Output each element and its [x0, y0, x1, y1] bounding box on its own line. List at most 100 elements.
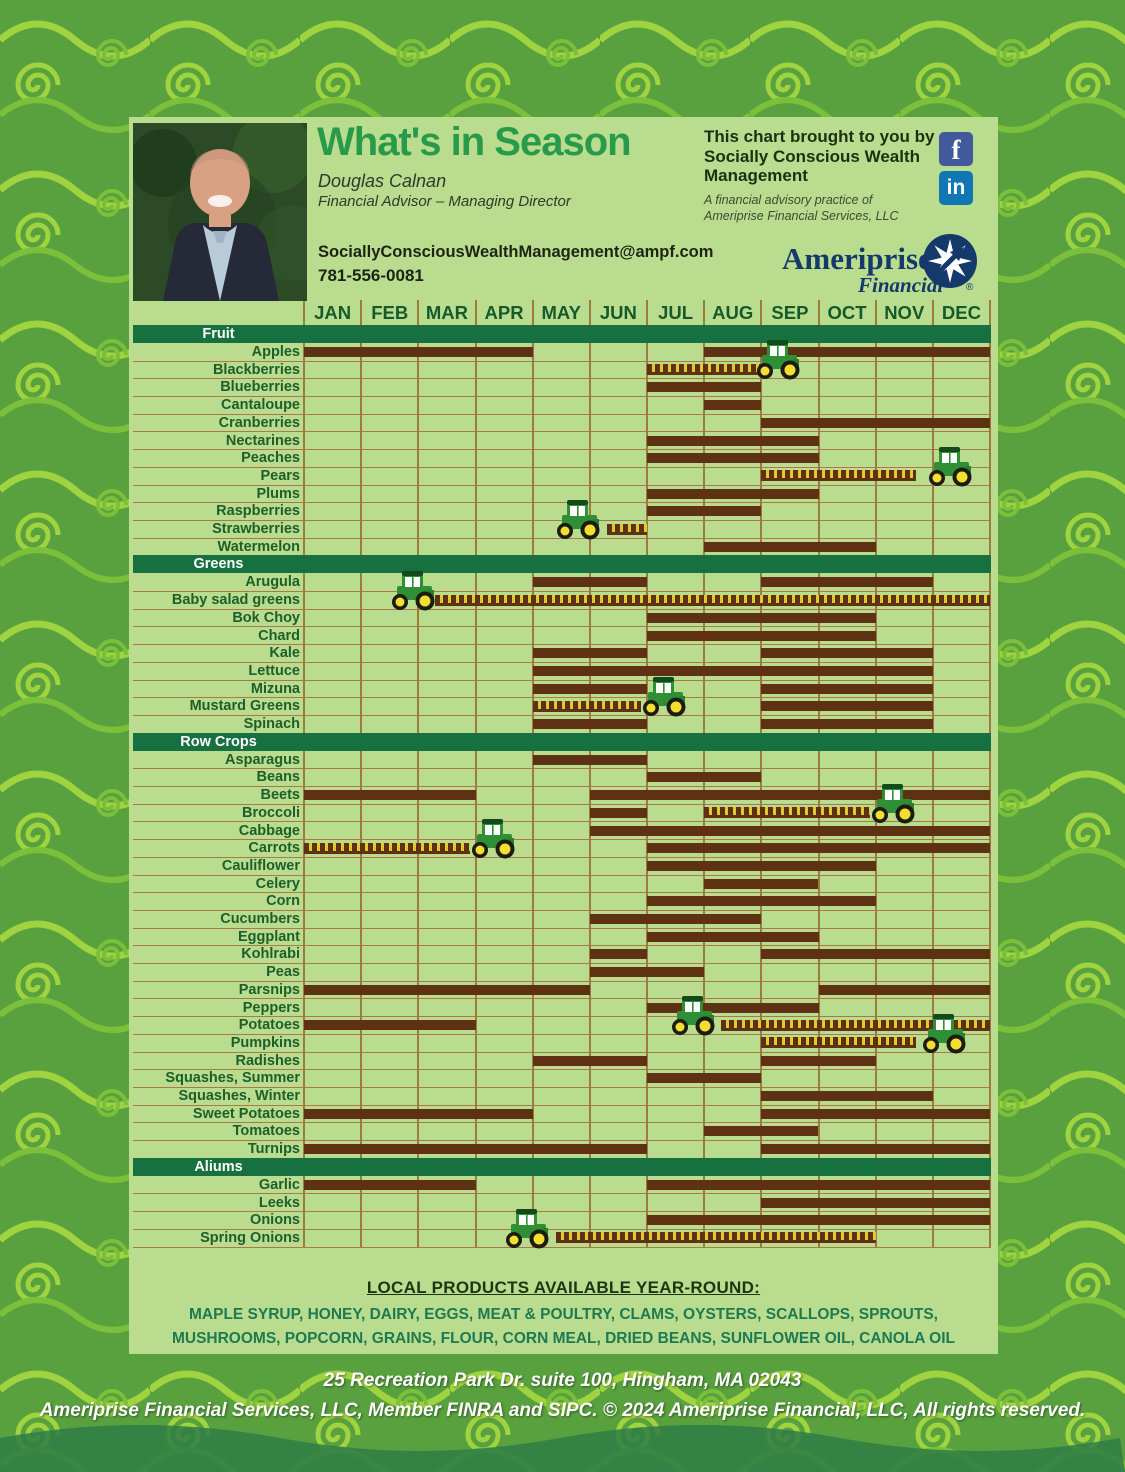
month-label-apr: APR — [484, 302, 524, 323]
row-label-cucumbers: Cucumbers — [220, 911, 300, 927]
row-line — [133, 945, 991, 965]
season-bar-broccoli — [589, 807, 647, 818]
month-tick — [703, 301, 706, 323]
address-line: 25 Recreation Park Dr. suite 100, Hingha… — [323, 1370, 802, 1391]
month-label-aug: AUG — [712, 302, 754, 323]
row-label-apples: Apples — [251, 344, 300, 360]
season-bar-squashes-winter — [761, 1091, 933, 1101]
row-line — [133, 432, 991, 451]
month-gridline — [360, 300, 363, 1247]
season-bar-dashed-broccoli — [704, 807, 870, 819]
ameriprise-star-icon — [923, 234, 977, 288]
registered-mark: ® — [966, 282, 974, 293]
row-line — [133, 1052, 991, 1071]
season-bar-plums — [647, 488, 819, 499]
season-bar-chard — [647, 630, 876, 641]
facebook-icon[interactable]: f — [939, 132, 973, 166]
season-bar-kale — [532, 648, 647, 659]
season-bar-garlic — [647, 1179, 990, 1190]
tractor-icon — [752, 339, 804, 381]
row-line — [133, 751, 991, 770]
month-tick — [931, 301, 934, 323]
row-line — [133, 857, 991, 876]
season-bar-mustard-greens — [761, 701, 933, 712]
season-bar-spinach — [532, 719, 647, 729]
season-bar-sweet-potatoes — [761, 1108, 990, 1119]
row-line — [133, 591, 991, 610]
season-bar-dashed-blackberries — [647, 364, 762, 376]
row-label-pumpkins: Pumpkins — [230, 1034, 300, 1051]
row-label-raspberries: Raspberries — [216, 503, 300, 520]
row-label-celery: Celery — [255, 875, 300, 892]
season-bar-asparagus — [532, 754, 647, 765]
row-line — [133, 981, 991, 1000]
row-line — [133, 485, 991, 504]
season-bar-apples — [304, 347, 533, 357]
row-label-garlic: Garlic — [258, 1176, 300, 1193]
month-label-sep: SEP — [771, 302, 809, 323]
row-line — [133, 1034, 991, 1053]
row-line — [133, 999, 991, 1018]
row-line — [133, 361, 991, 380]
page-title: What's in Season — [317, 120, 632, 164]
season-bar-garlic — [304, 1179, 476, 1190]
row-label-kohlrabi: Kohlrabi — [241, 946, 300, 963]
section-band-greens — [133, 555, 991, 574]
month-label-mar: MAR — [425, 302, 468, 323]
row-label-corn: Corn — [266, 893, 300, 910]
row-line — [133, 1087, 991, 1106]
row-line — [133, 573, 991, 593]
linkedin-icon[interactable]: in — [939, 171, 973, 205]
advisor-phone: 781-556-0081 — [318, 266, 424, 285]
row-line — [133, 1105, 991, 1124]
season-bar-dashed-carrots — [304, 842, 470, 854]
row-line — [133, 768, 991, 788]
row-line — [133, 1229, 991, 1248]
row-line — [133, 396, 991, 415]
season-bar-tomatoes — [704, 1126, 819, 1137]
row-label-blackberries: Blackberries — [212, 361, 300, 378]
row-line — [133, 1069, 991, 1088]
row-line — [133, 697, 991, 716]
month-tick — [817, 301, 820, 323]
season-bar-peppers — [647, 1002, 819, 1013]
row-label-peaches: Peaches — [241, 450, 300, 467]
row-label-sweet-potatoes: Sweet Potatoes — [192, 1105, 300, 1122]
row-label-tomatoes: Tomatoes — [232, 1123, 300, 1140]
row-label-pears: Pears — [260, 467, 300, 484]
row-label-eggplant: Eggplant — [237, 928, 300, 945]
season-bar-turnips — [761, 1144, 990, 1155]
advisor-name: Douglas Calnan — [318, 171, 447, 191]
season-bar-dashed-baby-salad-greens — [435, 594, 990, 606]
season-bar-cabbage — [589, 825, 990, 836]
advisor-job-title: Financial Advisor – Managing Director — [318, 193, 571, 210]
season-bar-leeks — [761, 1197, 990, 1208]
month-tick — [303, 301, 305, 323]
season-bar-kohlrabi — [589, 949, 647, 960]
row-label-cauliflower: Cauliflower — [221, 857, 300, 874]
row-line — [133, 627, 991, 646]
row-label-spring-onions: Spring Onions — [200, 1229, 300, 1246]
row-label-parsnips: Parsnips — [238, 981, 300, 998]
row-line — [133, 502, 991, 521]
row-label-mizuna: Mizuna — [250, 680, 300, 697]
section-band-aliums — [133, 1157, 991, 1176]
row-line — [133, 662, 991, 681]
month-gridline — [989, 300, 991, 1247]
season-bar-dashed-pumpkins — [761, 1037, 916, 1049]
row-label-kale: Kale — [269, 645, 300, 662]
month-tick — [417, 301, 420, 323]
month-gridline — [474, 300, 477, 1247]
row-line — [133, 875, 991, 894]
month-gridline — [531, 300, 534, 1247]
tractor-icon — [667, 995, 719, 1037]
row-line — [133, 449, 991, 468]
month-tick — [588, 301, 591, 323]
section-label-aliums: Aliums — [194, 1158, 243, 1175]
month-gridline — [588, 300, 591, 1247]
row-line — [133, 343, 991, 362]
practice-line2: Ameriprise Financial Services, LLC — [704, 208, 899, 223]
row-line — [133, 680, 991, 699]
row-line — [133, 839, 991, 858]
brought-by-text: This chart brought to you by Socially Co… — [704, 127, 935, 186]
